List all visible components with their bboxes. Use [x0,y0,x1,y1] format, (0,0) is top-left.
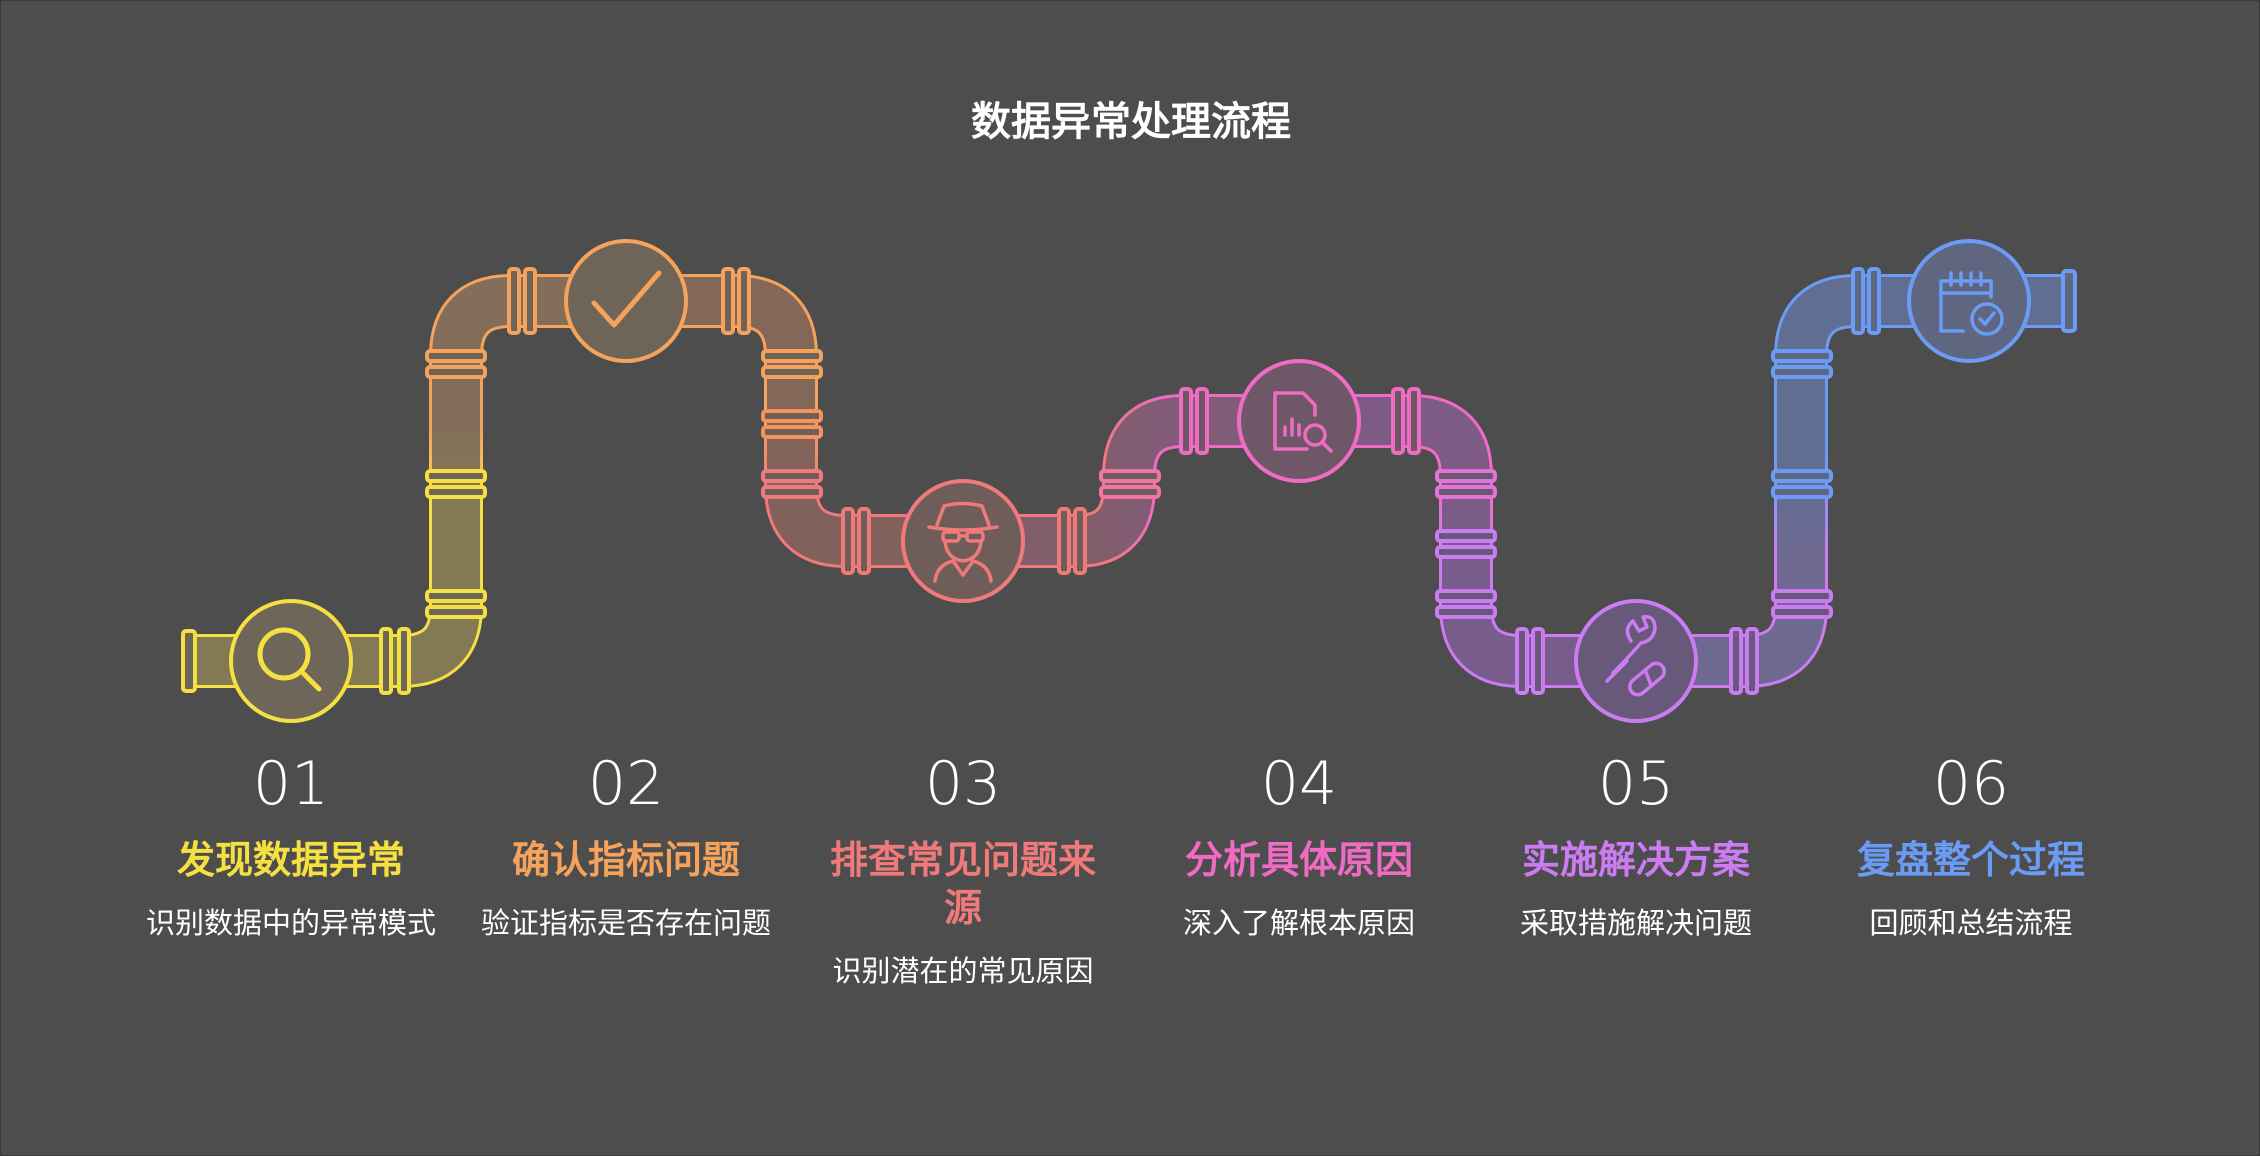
step-title: 分析具体原因 [1184,838,1413,882]
step-6: 06 复盘整个过程 回顾和总结流程 [1826,746,2116,942]
step-1: 01 发现数据异常 识别数据中的异常模式 [146,746,436,942]
step-5-node [1574,599,1698,723]
step-3-node [901,479,1025,603]
step-title: 确认指标问题 [511,838,740,882]
wrench-pill-icon [1605,615,1666,697]
step-number: 04 [1260,749,1338,819]
step-5: 05 实施解决方案 采取措施解决问题 [1491,746,1781,942]
step-3: 03 排查常见问题来源 识别潜在的常见原因 [818,746,1108,990]
checkmark-icon [591,270,662,328]
magnifier-icon [257,627,322,692]
step-2: 02 确认指标问题 验证指标是否存在问题 [481,746,771,942]
pipe-segment-5-6 [1636,274,2076,688]
step-4-node [1237,359,1361,483]
pipe-segment-1-2 [181,274,626,688]
diagram-title: 数据异常处理流程 [971,99,1291,145]
step-description: 识别数据中的异常模式 [146,906,437,940]
pipe-end-cap-left [181,629,197,693]
step-description: 深入了解根本原因 [1182,906,1415,940]
step-number: 03 [924,749,1002,819]
pipe-end-cap-right [2061,269,2077,333]
pipe-couplings [379,267,1881,695]
step-description: 识别潜在的常见原因 [832,954,1094,988]
step-1-node [229,599,353,723]
detective-icon [927,501,999,583]
calendar-check-icon [1939,271,2004,336]
report-analysis-icon [1273,391,1333,453]
step-number: 06 [1932,749,2010,819]
step-description: 采取措施解决问题 [1519,906,1752,940]
step-2-node [564,239,688,363]
step-description: 回顾和总结流程 [1869,906,2073,940]
step-title: 排查常见问题来源 [829,838,1096,930]
step-title: 实施解决方案 [1521,838,1750,882]
step-title: 复盘整个过程 [1856,838,2085,882]
step-6-node [1907,239,2031,363]
step-description: 验证指标是否存在问题 [481,906,772,940]
step-number: 05 [1597,749,1675,819]
step-title: 发现数据异常 [176,838,405,882]
step-4: 04 分析具体原因 深入了解根本原因 [1154,746,1444,942]
step-number: 01 [252,749,330,819]
step-number: 02 [587,749,665,819]
